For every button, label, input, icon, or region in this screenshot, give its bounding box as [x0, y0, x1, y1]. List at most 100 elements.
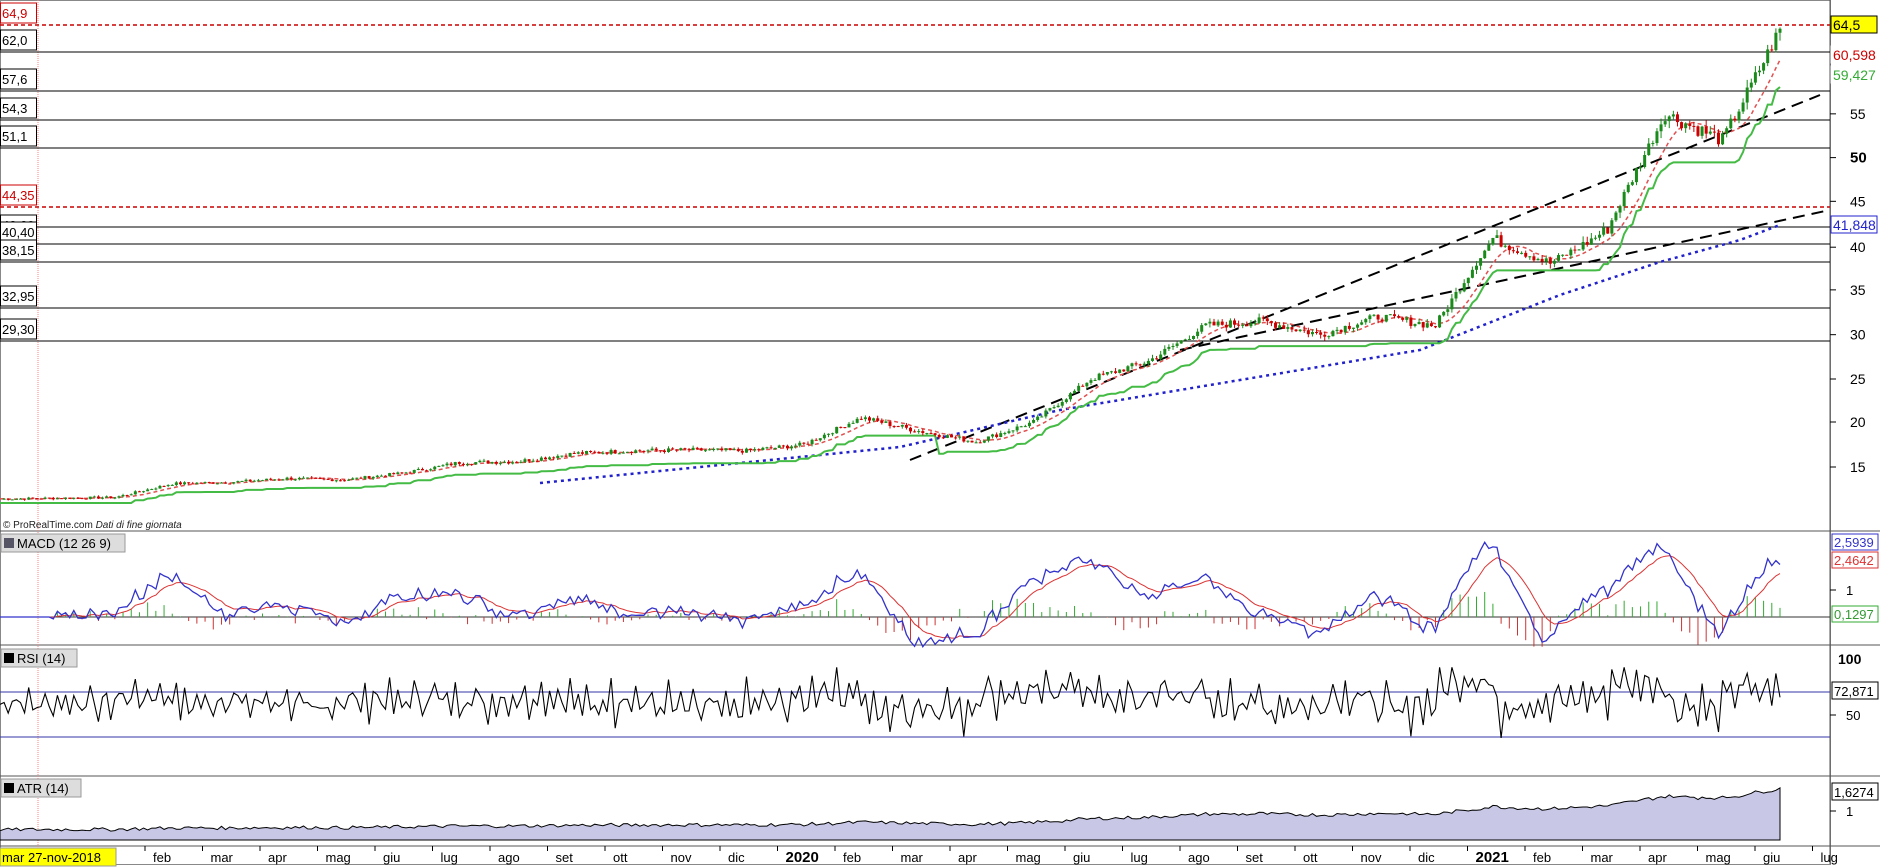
- candle-body: [1208, 321, 1212, 324]
- candle-body: [1733, 118, 1737, 121]
- x-axis-label: nov: [671, 850, 692, 865]
- candle-body: [892, 426, 896, 428]
- svg-text:MACD (12 26 9): MACD (12 26 9): [17, 536, 111, 551]
- candle-body: [1487, 244, 1491, 251]
- candle-body: [1634, 168, 1638, 183]
- candle-body: [806, 443, 810, 445]
- macd-panel[interactable]: MACD (12 26 9) 1 2,5939 2,4642 0,1297: [0, 533, 1879, 649]
- candle-body: [1368, 315, 1372, 320]
- candle-body: [777, 445, 781, 448]
- candle-body: [6, 498, 10, 500]
- candle-body: [1245, 324, 1249, 327]
- trendline-black-2[interactable]: [1179, 209, 1831, 351]
- candle-body: [708, 449, 712, 451]
- atr-panel[interactable]: ATR (14) 1,6274 1: [0, 778, 1879, 841]
- candle-body: [757, 449, 761, 451]
- candle-body: [1667, 116, 1671, 122]
- x-axis-label: set: [556, 850, 574, 865]
- candle-body: [2, 498, 6, 500]
- price-panel[interactable]: 15 20 25 30 35 40 45 50 55 64,9 62,0 57,6 54,3 51,1 4…: [0, 2, 1878, 531]
- candle-body: [72, 497, 76, 499]
- candle-body: [166, 485, 170, 487]
- candle-body: [178, 482, 182, 485]
- candle-body: [1130, 363, 1134, 367]
- candle-body: [1671, 114, 1675, 117]
- candle-body: [712, 448, 716, 450]
- level-label: 62,0: [2, 33, 27, 48]
- cursor-date-badge[interactable]: mar 27-nov-2018: [0, 847, 117, 867]
- candle-body: [187, 482, 191, 484]
- candle-body: [441, 465, 445, 467]
- candle-body: [1696, 126, 1700, 136]
- candle-body: [252, 480, 256, 482]
- candle-body: [478, 460, 482, 463]
- candle-body: [1544, 258, 1548, 262]
- candle-body: [215, 483, 219, 485]
- candle-body: [1577, 249, 1581, 251]
- trendline-blue[interactable]: [539, 223, 1781, 485]
- candle-body: [1212, 321, 1216, 326]
- candle-body: [646, 450, 650, 452]
- candle-body: [724, 448, 728, 451]
- candle-body: [1639, 166, 1643, 169]
- candle-body: [47, 497, 51, 499]
- candle-body: [1364, 319, 1368, 323]
- candle-body: [162, 485, 166, 487]
- x-axis-label: 2021: [1476, 849, 1509, 866]
- x-axis-label: giu: [1073, 850, 1090, 865]
- price-tick-label: 35: [1850, 282, 1866, 298]
- candle-body: [535, 460, 539, 462]
- candle-body: [909, 427, 913, 432]
- candle-body: [773, 447, 777, 449]
- candle-body: [1315, 331, 1319, 333]
- candle-body: [408, 472, 412, 474]
- trendline-black-1[interactable]: [909, 94, 1821, 461]
- candle-body: [19, 498, 23, 500]
- candle-body: [43, 497, 47, 499]
- candle-body: [691, 447, 695, 451]
- candle-body: [27, 497, 31, 500]
- candle-body: [1610, 220, 1614, 234]
- level-label-box: [0, 97, 37, 119]
- candle-body: [1729, 118, 1733, 129]
- candle-body: [109, 496, 113, 499]
- level-label-box: [0, 285, 37, 307]
- candle-body: [146, 489, 150, 492]
- candle-body: [1520, 252, 1524, 254]
- right-value-label: 60,598: [1833, 47, 1876, 63]
- candle-body: [1159, 354, 1163, 359]
- candle-body: [1647, 143, 1651, 156]
- candle-body: [740, 450, 744, 453]
- candle-body: [621, 452, 625, 454]
- candle-body: [1085, 382, 1089, 387]
- candle-body: [412, 470, 416, 473]
- candle-body: [437, 465, 441, 467]
- candle-body: [1565, 254, 1569, 256]
- candle-body: [142, 491, 146, 493]
- candle-body: [1741, 102, 1745, 112]
- candle-body: [429, 469, 433, 471]
- x-axis-label: nov: [1361, 850, 1382, 865]
- macd-histogram: [56, 591, 1781, 647]
- candle-body: [425, 470, 429, 472]
- candle-body: [1298, 329, 1302, 332]
- candle-body: [490, 462, 494, 464]
- candle-body: [1561, 254, 1565, 256]
- x-axis-label: set: [1246, 850, 1264, 865]
- candle-body: [1335, 329, 1339, 331]
- candle-body: [867, 417, 871, 421]
- candle-body: [667, 448, 671, 453]
- price-tick-label: 25: [1850, 371, 1866, 387]
- candle-body: [64, 497, 68, 499]
- candle-body: [1483, 250, 1487, 259]
- candle-body: [654, 448, 658, 451]
- watermark: © ProRealTime.com Dati di fine giornata: [3, 520, 182, 531]
- candle-body: [1257, 317, 1261, 324]
- candle-body: [129, 494, 133, 496]
- macd-signal-line: [0, 555, 1781, 639]
- rsi-panel[interactable]: RSI (14) 100 50 72,871: [0, 648, 1879, 738]
- candle-body: [1347, 325, 1351, 329]
- candle-body: [982, 440, 986, 443]
- candle-body: [638, 450, 642, 452]
- candle-body: [765, 447, 769, 449]
